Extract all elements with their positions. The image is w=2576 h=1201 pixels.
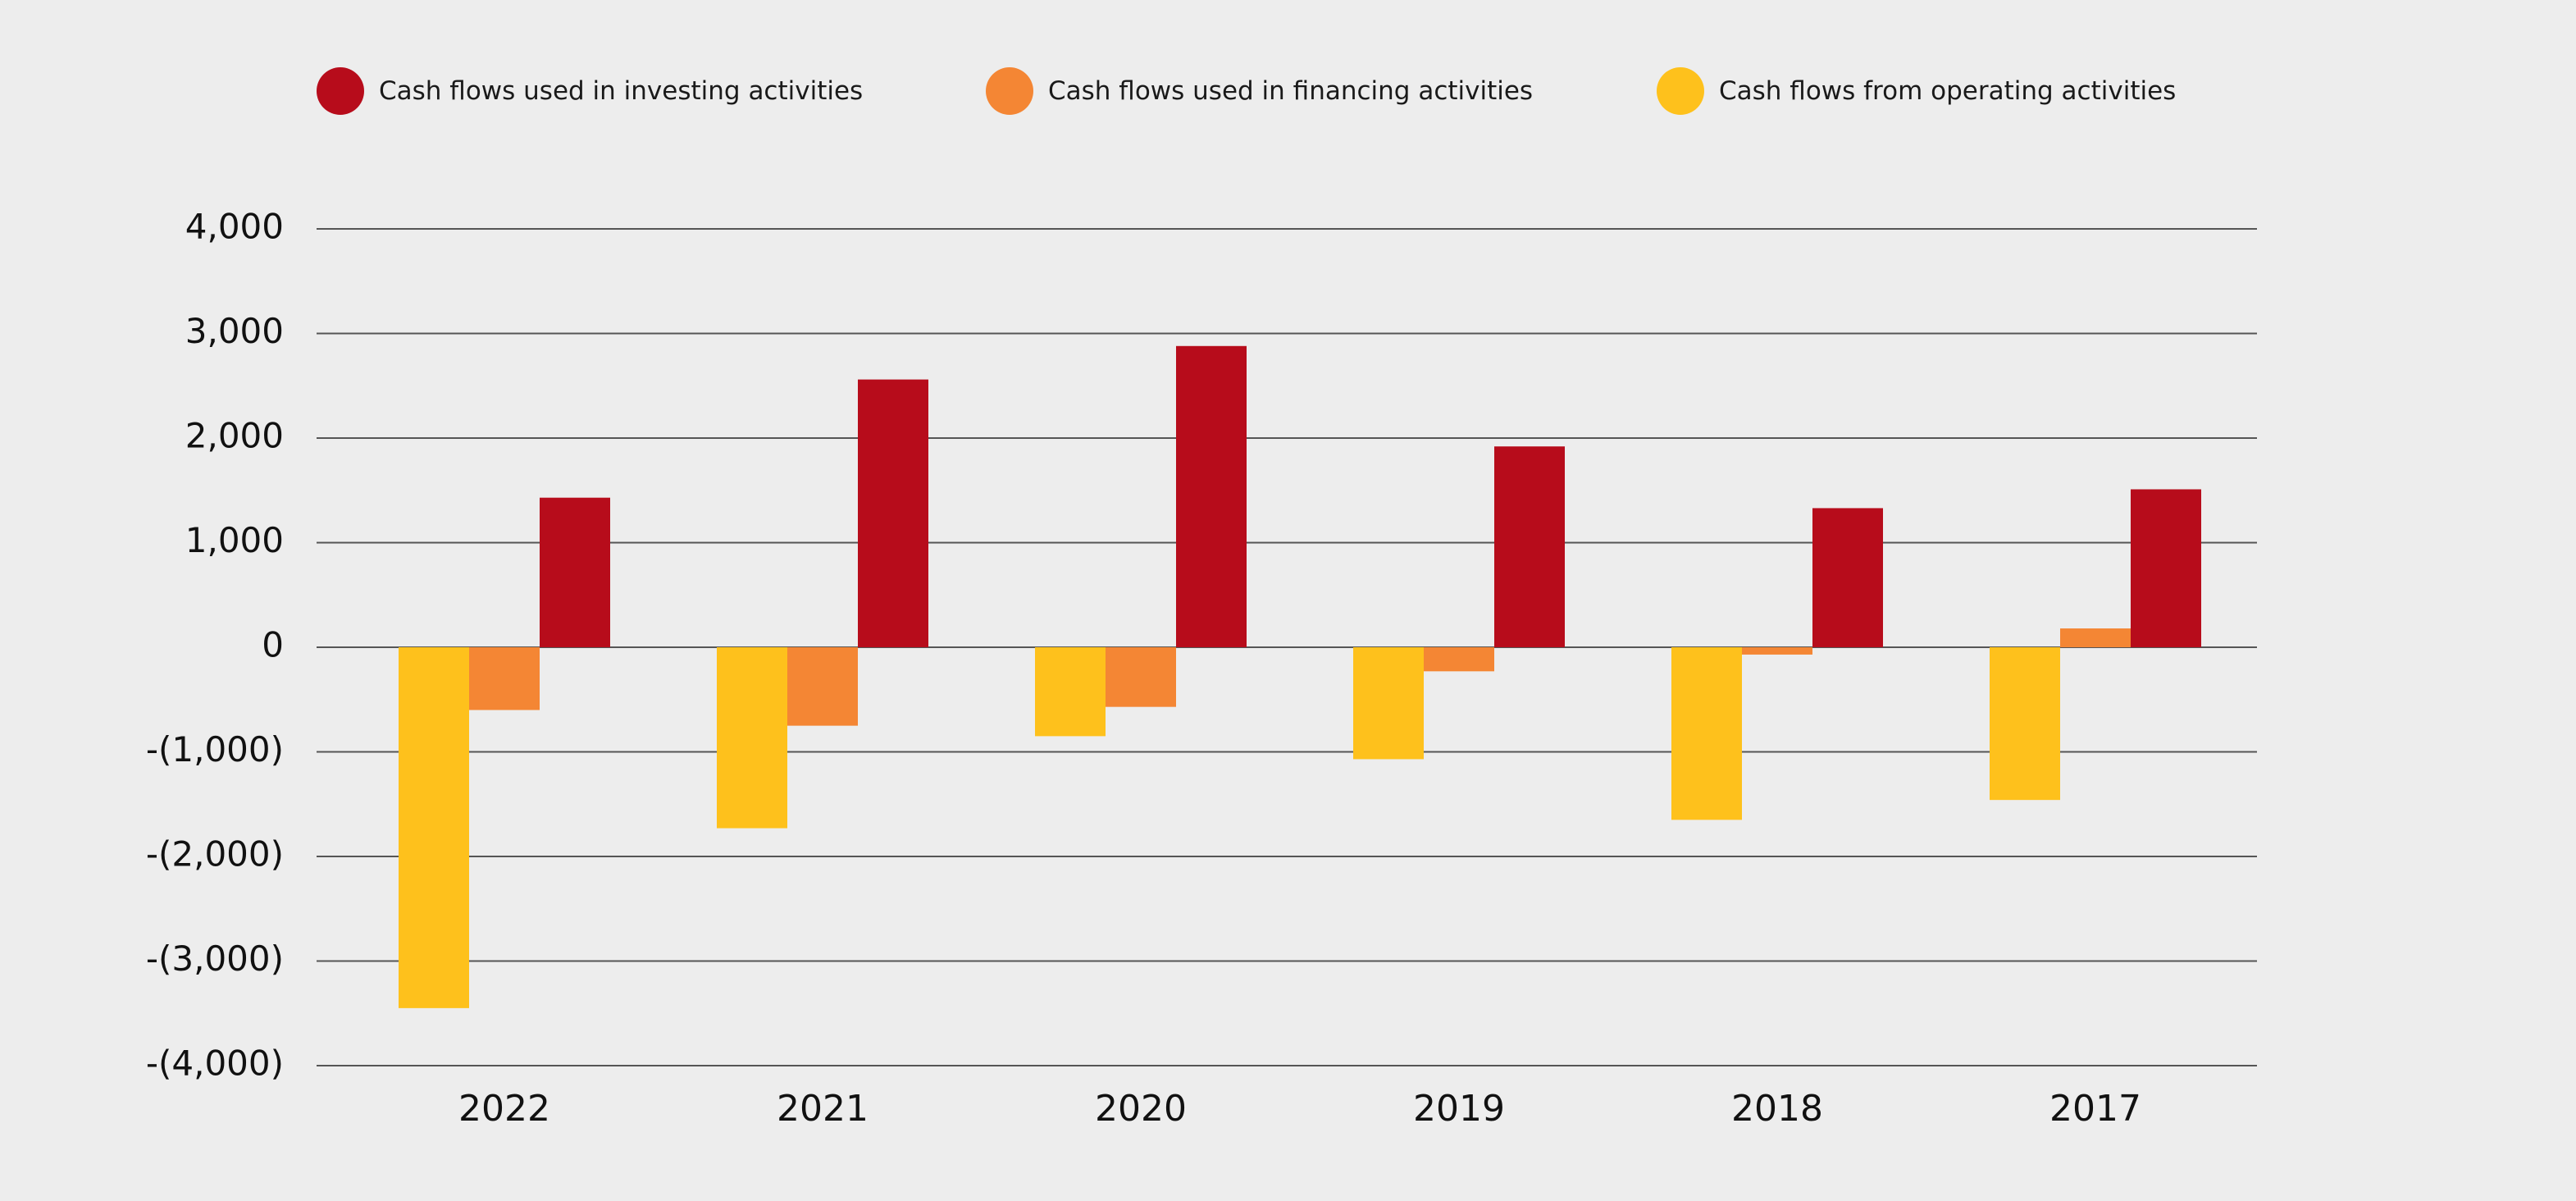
bar-2019-series-0: [1353, 647, 1424, 760]
x-tick-label: 2020: [1095, 1088, 1187, 1130]
bar-2018-series-0: [1671, 647, 1742, 820]
bar-2020-series-0: [1035, 647, 1106, 737]
x-tick-label: 2022: [458, 1088, 550, 1130]
legend-swatch: [1657, 67, 1704, 115]
bar-2018-series-2: [1812, 508, 1883, 647]
x-tick-label: 2019: [1413, 1088, 1505, 1130]
legend-item: Cash flows used in investing activities: [317, 64, 863, 118]
legend-swatch: [317, 67, 364, 115]
y-tick-label: -(1,000): [146, 729, 284, 769]
bar-2021-series-2: [858, 379, 928, 647]
chart-legend: Cash flows used in investing activities C…: [317, 64, 2285, 118]
bar-2017-series-1: [2060, 628, 2131, 647]
legend-item: Cash flows used in financing activities: [986, 64, 1533, 118]
y-tick-label: -(2,000): [146, 834, 284, 874]
y-tick-label: -(4,000): [146, 1043, 284, 1084]
bar-2017-series-0: [1990, 647, 2060, 801]
bar-2019-series-2: [1494, 446, 1565, 647]
bar-2021-series-1: [787, 647, 858, 726]
bar-2018-series-1: [1742, 647, 1812, 655]
legend-label: Cash flows used in investing activities: [379, 76, 864, 106]
bar-2020-series-1: [1106, 647, 1176, 707]
legend-item: Cash flows from operating activities: [1657, 64, 2176, 118]
y-tick-label: 1,000: [185, 520, 284, 560]
y-tick-label: 4,000: [185, 207, 284, 247]
bar-2019-series-1: [1424, 647, 1494, 672]
y-tick-label: 3,000: [185, 311, 284, 351]
bar-2021-series-0: [717, 647, 787, 829]
legend-label: Cash flows from operating activities: [1719, 76, 2177, 106]
x-tick-label: 2018: [1731, 1088, 1823, 1130]
x-tick-label: 2017: [2049, 1088, 2141, 1130]
bar-2022-series-1: [469, 647, 540, 710]
y-tick-label: -(3,000): [146, 938, 284, 979]
bar-2017-series-2: [2131, 489, 2201, 647]
legend-swatch: [986, 67, 1033, 115]
bar-2020-series-2: [1176, 345, 1247, 647]
y-tick-label: 2,000: [185, 416, 284, 456]
bar-2022-series-2: [540, 497, 610, 647]
bar-2022-series-0: [399, 647, 469, 1008]
x-tick-label: 2021: [777, 1088, 869, 1130]
legend-label: Cash flows used in financing activities: [1048, 76, 1534, 106]
y-tick-label: 0: [262, 625, 284, 665]
